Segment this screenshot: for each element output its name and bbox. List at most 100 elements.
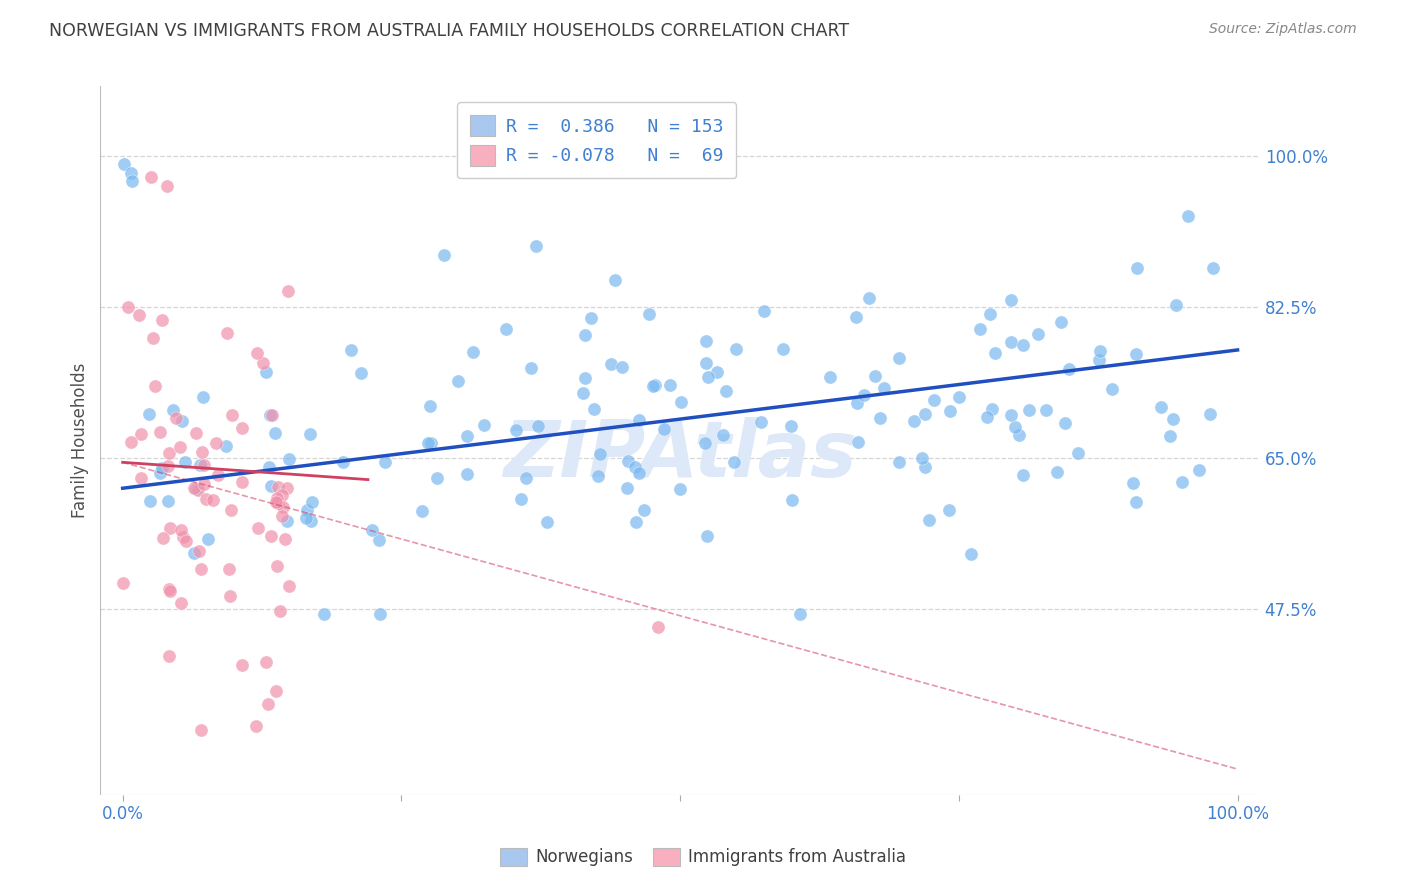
Point (627, 413, 650, 427)
Point (183, 481, 205, 495)
Point (911, 450, 934, 465)
Point (519, 361, 541, 376)
Point (301, 494, 323, 508)
Point (128, 309, 150, 323)
Point (231, 658, 253, 673)
Point (143, 379, 166, 393)
Point (257, 459, 280, 474)
Point (603, 273, 626, 287)
Point (170, 414, 193, 428)
Point (696, 529, 718, 543)
Point (1161, 411, 1184, 425)
Point (332, 455, 354, 469)
Point (693, 436, 716, 450)
Point (191, 390, 214, 404)
Point (299, 515, 322, 529)
Point (219, 503, 242, 517)
Point (600, 358, 623, 372)
Point (254, 656, 277, 670)
Point (1000, 293, 1022, 307)
Point (903, 414, 925, 428)
Point (1067, 446, 1090, 460)
Point (267, 496, 290, 510)
Point (818, 369, 841, 384)
Point (716, 384, 738, 399)
Point (270, 488, 292, 502)
Point (142, 331, 165, 345)
Point (252, 356, 274, 370)
Point (1126, 260, 1149, 275)
Text: Source: ZipAtlas.com: Source: ZipAtlas.com (1209, 22, 1357, 37)
Point (658, 377, 681, 392)
Point (188, 543, 211, 558)
Point (246, 521, 269, 535)
Point (780, 419, 803, 434)
Point (863, 369, 886, 384)
Point (156, 178, 179, 193)
Point (245, 719, 267, 733)
Point (706, 365, 728, 379)
Point (259, 408, 281, 422)
Point (1046, 466, 1069, 480)
Point (509, 492, 531, 507)
Point (446, 374, 468, 388)
Point (1012, 338, 1035, 352)
Point (202, 492, 225, 507)
Point (1000, 334, 1022, 349)
Point (274, 533, 297, 547)
Point (695, 334, 717, 348)
Point (696, 370, 718, 384)
Point (267, 480, 290, 494)
Point (195, 491, 218, 506)
Point (256, 698, 278, 712)
Point (524, 239, 547, 253)
Point (1150, 400, 1173, 414)
Point (264, 684, 287, 698)
Point (914, 459, 936, 474)
Point (295, 510, 318, 524)
Point (183, 546, 205, 560)
Point (869, 411, 891, 425)
Point (193, 477, 215, 491)
Point (262, 408, 284, 422)
Point (626, 515, 648, 529)
Point (1125, 494, 1147, 508)
Point (845, 310, 868, 325)
Point (340, 343, 363, 357)
Point (647, 619, 669, 633)
Point (271, 508, 294, 523)
Point (246, 345, 269, 359)
Point (266, 558, 288, 573)
Point (623, 460, 645, 475)
Point (273, 500, 295, 515)
Point (299, 427, 322, 442)
Point (616, 454, 638, 468)
Point (914, 407, 936, 421)
Point (1088, 353, 1111, 368)
Point (924, 393, 946, 408)
Text: NORWEGIAN VS IMMIGRANTS FROM AUSTRALIA FAMILY HOUSEHOLDS CORRELATION CHART: NORWEGIAN VS IMMIGRANTS FROM AUSTRALIA F… (49, 22, 849, 40)
Point (749, 415, 772, 429)
Point (150, 312, 173, 326)
Point (139, 493, 162, 508)
Point (152, 531, 174, 545)
Point (264, 495, 287, 509)
Point (612, 359, 634, 374)
Point (846, 396, 869, 410)
Point (264, 425, 287, 440)
Point (150, 461, 173, 475)
Point (120, 166, 142, 180)
Legend: Norwegians, Immigrants from Australia: Norwegians, Immigrants from Australia (494, 841, 912, 873)
Point (138, 408, 160, 422)
Point (170, 524, 193, 538)
Legend: R =  0.386   N = 153, R = -0.078   N =  69: R = 0.386 N = 153, R = -0.078 N = 69 (457, 103, 737, 178)
Point (456, 429, 478, 443)
Point (780, 493, 803, 508)
Point (139, 170, 162, 185)
Point (527, 419, 550, 434)
Point (789, 607, 811, 621)
Point (588, 447, 610, 461)
Point (1054, 416, 1077, 430)
Point (456, 467, 478, 482)
Point (918, 513, 941, 527)
